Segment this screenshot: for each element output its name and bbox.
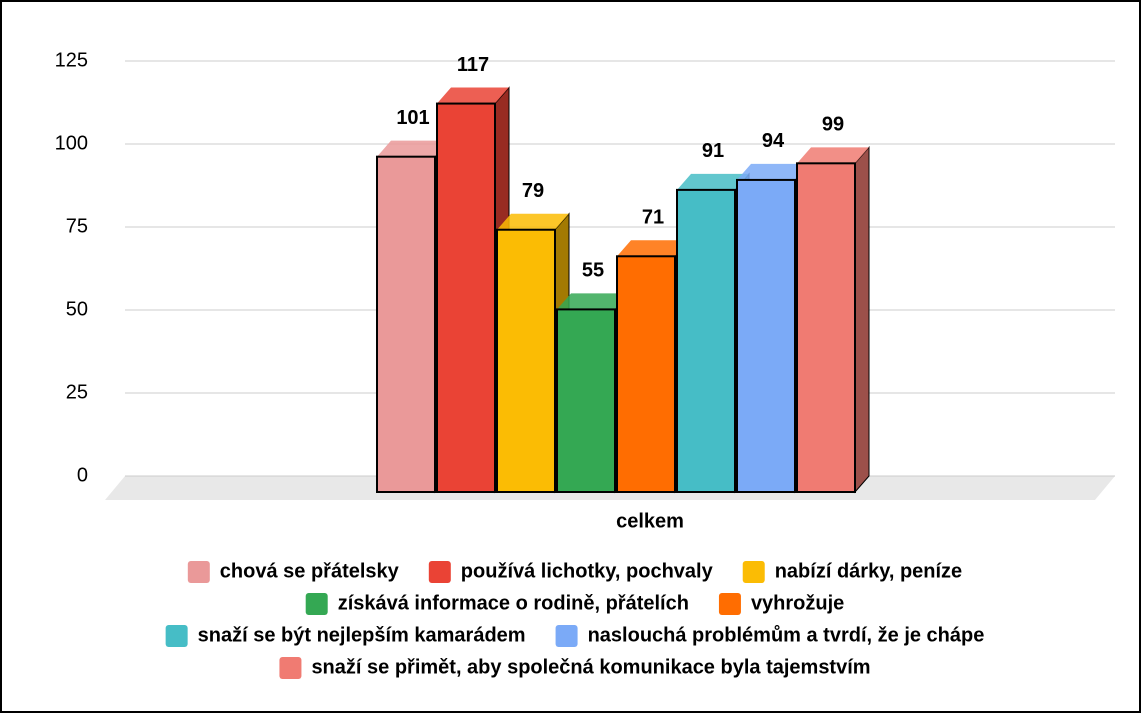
- bar: [736, 178, 796, 493]
- legend-label: chová se přátelsky: [220, 560, 400, 582]
- legend-label: používá lichotky, pochvaly: [461, 560, 714, 582]
- y-tick-label: 75: [66, 215, 88, 237]
- y-tick-label: 25: [66, 381, 88, 403]
- x-tick-label: celkem: [616, 510, 684, 532]
- legend-swatch: [187, 561, 210, 583]
- legend-swatch: [428, 561, 451, 583]
- bar: [616, 255, 676, 493]
- data-label: 117: [457, 54, 489, 76]
- y-tick-label: 0: [77, 464, 88, 486]
- bar-top: [497, 213, 569, 230]
- bar: [496, 228, 556, 493]
- bar-side-shade: [855, 147, 869, 492]
- bar: [796, 162, 856, 493]
- legend-swatch: [742, 561, 765, 583]
- legend-swatch: [279, 657, 302, 679]
- data-label: 101: [396, 107, 429, 129]
- legend-swatch: [165, 625, 188, 647]
- y-tick-label: 100: [55, 132, 88, 154]
- bar: [676, 188, 736, 493]
- legend-swatch: [718, 593, 741, 615]
- legend-label: snaží se přimět, aby společná komunikace…: [311, 656, 870, 678]
- bar-top: [617, 240, 689, 257]
- legend-label: naslouchá problémům a tvrdí, že je chápe: [588, 624, 985, 646]
- data-label: 79: [522, 180, 544, 202]
- y-tick-label: 125: [55, 49, 88, 71]
- bar-top: [557, 293, 629, 310]
- bar-top: [677, 173, 749, 190]
- data-label: 71: [642, 207, 664, 229]
- bar: [436, 102, 496, 493]
- bar: [556, 308, 616, 493]
- legend-swatch: [305, 593, 328, 615]
- data-label: 55: [582, 260, 604, 282]
- data-label: 94: [762, 130, 785, 152]
- bar-top: [737, 163, 809, 180]
- bar-top: [377, 140, 449, 157]
- bar-top: [437, 87, 509, 104]
- legend-label: vyhrožuje: [751, 592, 844, 614]
- legend-label: nabízí dárky, peníze: [775, 560, 962, 582]
- data-label: 91: [702, 140, 724, 162]
- bar: [376, 155, 436, 493]
- legend-label: získává informace o rodině, přátelích: [338, 592, 689, 614]
- legend-label: snaží se být nejlepším kamarádem: [198, 624, 526, 646]
- legend-swatch: [555, 625, 578, 647]
- data-label: 99: [822, 114, 844, 136]
- y-tick-label: 50: [66, 298, 88, 320]
- bar-top: [797, 147, 869, 164]
